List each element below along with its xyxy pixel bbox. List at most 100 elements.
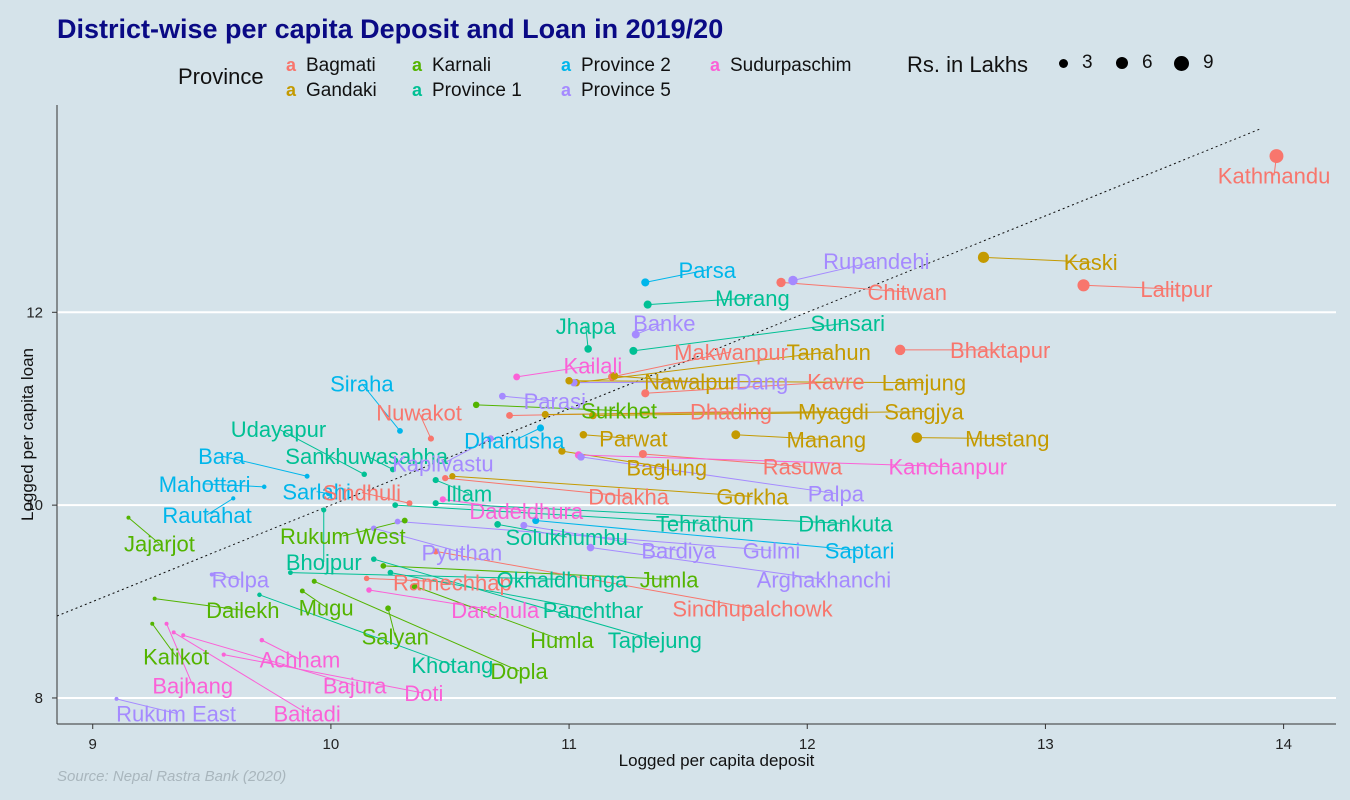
leader-line-parwat: [583, 434, 634, 440]
size-dot-icon: [1059, 58, 1068, 68]
point-kailali: [513, 373, 521, 381]
leader-line-chitwan: [781, 281, 908, 293]
point-salyan: [385, 605, 391, 612]
leader-line-mugu: [302, 590, 327, 608]
leader-line-mahottari: [204, 483, 265, 488]
legend-size-label-3: 3: [1082, 52, 1093, 73]
point-label-rupandehi: Rupandehi: [823, 249, 929, 274]
leader-line-bardiya: [523, 524, 679, 551]
point-rupandehi: [788, 275, 798, 286]
point-label-dhankuta: Dhankuta: [798, 511, 893, 536]
leader-line-okhaldhunga: [290, 572, 562, 580]
point-label-gorkha: Gorkha: [716, 484, 789, 509]
point-sindhuli: [406, 500, 413, 507]
size-dot-icon: [1174, 55, 1189, 71]
point-label-chitwan: Chitwan: [868, 280, 947, 305]
legend-item-province-5: a Province 5: [561, 79, 671, 101]
point-label-okhaldhunga: Okhaldhunga: [496, 567, 628, 592]
point-label-lamjung: Lamjung: [882, 371, 966, 396]
point-label-parsa: Parsa: [678, 258, 736, 283]
point-label-sarlahi: Sarlahi: [282, 480, 350, 505]
point-surkhet: [472, 401, 480, 409]
point-arghakhanchi: [586, 543, 595, 552]
legend-size-3: 3: [1059, 52, 1093, 74]
leader-line-nawalpur: [614, 375, 691, 383]
legend-size-label-9: 9: [1203, 52, 1214, 73]
point-okhaldhunga: [287, 570, 293, 576]
point-darchula: [366, 587, 372, 593]
point-morang: [643, 300, 652, 309]
point-sarlahi: [325, 490, 332, 497]
leader-line-taplejung: [373, 558, 655, 641]
x-tick-label-11: 11: [561, 736, 577, 753]
leader-line-achham: [261, 639, 301, 660]
point-label-sindhuli: Sindhuli: [323, 481, 401, 506]
point-label-illam: Illam: [446, 482, 492, 507]
point-jhapa: [584, 345, 592, 353]
point-label-siraha: Siraha: [330, 372, 394, 397]
point-parasi: [498, 392, 506, 400]
leader-line-nuwakot: [418, 412, 432, 439]
source-note: Source: Nepal Rastra Bank (2020): [57, 768, 287, 785]
point-jajarjot: [126, 515, 131, 520]
point-jumla: [380, 563, 387, 569]
legend-size-label-6: 6: [1142, 52, 1153, 73]
leader-line-sindhuli: [361, 492, 410, 504]
point-baitadi: [171, 630, 176, 635]
leader-line-gorkha: [452, 475, 753, 497]
leader-line-sankhuwasabha: [366, 455, 394, 470]
point-label-bardiya: Bardiya: [641, 538, 716, 563]
point-kalikot: [150, 621, 155, 626]
leader-line-bajura: [183, 634, 355, 686]
leader-line-bara: [221, 455, 308, 477]
legend-item-bagmati: a Bagmati: [286, 54, 376, 76]
leader-line-solukhumbu: [497, 523, 567, 538]
point-rautahat: [231, 496, 236, 501]
leader-line-pyuthan: [373, 527, 463, 553]
point-mugu: [299, 588, 305, 594]
leader-line-khotang: [259, 594, 453, 666]
point-pyuthan: [370, 525, 377, 532]
point-bajura: [181, 633, 186, 638]
point-saptari: [532, 517, 540, 525]
chart-title: District-wise per capita Deposit and Loa…: [57, 14, 724, 44]
point-label-myaggdi: Myagdi: [798, 400, 869, 425]
legend-label-bagmati: Bagmati: [306, 55, 376, 76]
point-parwat: [579, 430, 588, 439]
point-label-ramechhap: Ramechhap: [393, 570, 512, 595]
x-tick-label-10: 10: [323, 736, 340, 753]
point-label-nawalpur: Nawalpur: [644, 370, 737, 395]
point-label-sangjya: Sangjya: [884, 400, 964, 425]
legend-label-sudurpaschim: Sudurpaschim: [730, 55, 852, 76]
point-illam: [432, 476, 439, 484]
point-label-doti: Doti: [404, 681, 443, 706]
legend-key-province-2: a: [561, 55, 572, 75]
point-label-pyuthan: Pyuthan: [422, 540, 503, 565]
legend-size-title: Rs. in Lakhs: [907, 52, 1029, 77]
leader-line-doti: [223, 654, 424, 694]
leader-line-dopla: [314, 580, 520, 672]
point-label-arghakhanchi: Arghakhanchi: [757, 567, 892, 592]
leader-line-kapilvastu: [442, 438, 491, 465]
point-rukum-east: [114, 696, 119, 701]
point-gulmi: [394, 518, 401, 525]
leader-line-palpa: [580, 456, 836, 495]
leader-line-lalitpur: [1083, 284, 1177, 290]
point-label-dhanusha: Dhanusha: [464, 429, 565, 454]
point-label-palpa: Palpa: [808, 482, 865, 507]
leader-line-dhankuta: [435, 502, 846, 524]
point-label-jajarjot: Jajarjot: [124, 532, 195, 557]
point-label-mustang: Mustang: [965, 427, 1049, 452]
leader-line-siraha: [361, 383, 401, 432]
point-rasuwa: [638, 449, 647, 459]
point-doti: [221, 652, 226, 657]
leader-line-lamjung: [569, 380, 924, 384]
leader-line-rasuwa: [642, 453, 803, 468]
legend-item-province-2: a Province 2: [561, 54, 671, 76]
point-label-banke: Banke: [633, 311, 695, 336]
leader-line-jhapa: [585, 325, 589, 349]
point-sangjya: [589, 411, 597, 420]
point-panchthar: [387, 569, 394, 576]
leader-line-jajarjot: [128, 517, 160, 545]
leader-line-kailali: [516, 364, 593, 378]
